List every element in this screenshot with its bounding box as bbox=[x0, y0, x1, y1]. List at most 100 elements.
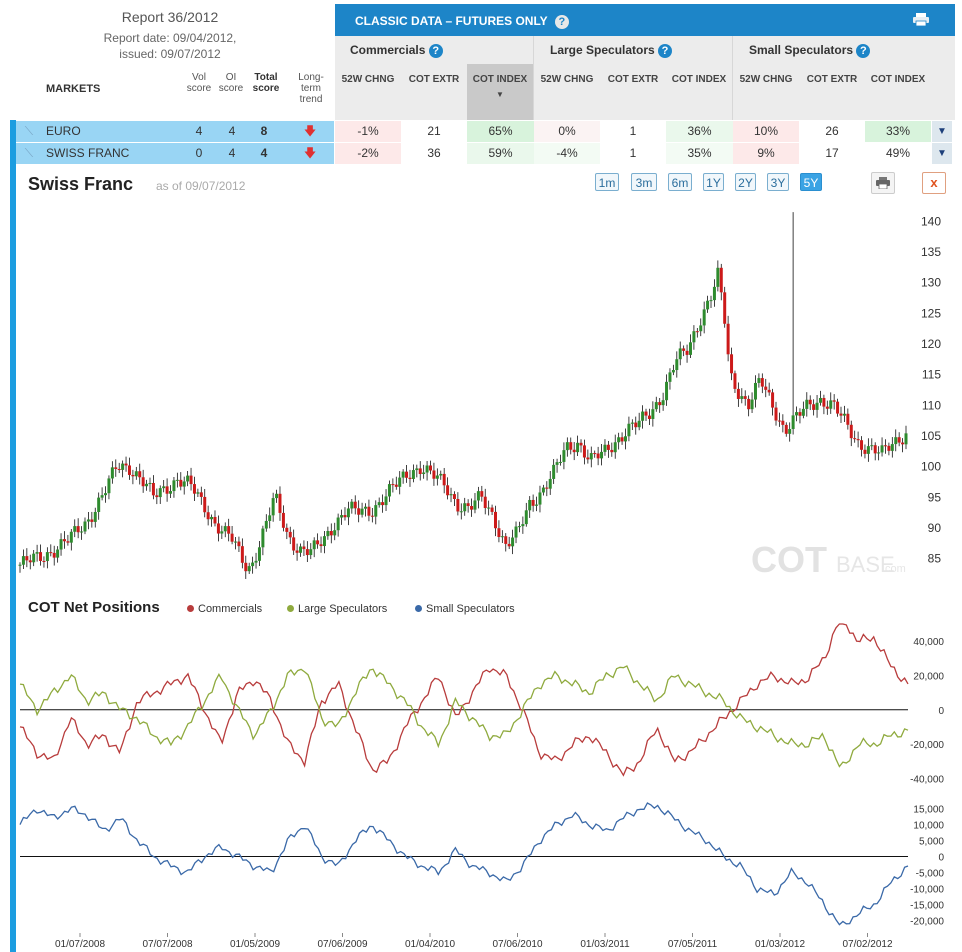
help-icon[interactable]: ? bbox=[554, 15, 569, 29]
selection-bar bbox=[10, 120, 16, 952]
print-icon[interactable] bbox=[913, 13, 929, 27]
candle-body bbox=[726, 323, 730, 355]
expand-down-icon[interactable]: ▼ bbox=[932, 143, 952, 164]
candle-body bbox=[312, 540, 316, 550]
candle-body bbox=[774, 407, 778, 421]
candle-body bbox=[391, 484, 395, 486]
candle-body bbox=[490, 507, 494, 512]
subcol-header[interactable]: COT INDEX bbox=[870, 74, 926, 85]
y-tick-label: 95 bbox=[928, 490, 942, 504]
legend-label: Small Speculators bbox=[426, 603, 515, 615]
subcol-header[interactable]: 52W CHNG bbox=[540, 74, 594, 85]
value-cell: 1 bbox=[629, 124, 637, 138]
vol-score: 4 bbox=[195, 124, 203, 138]
subcol-header[interactable]: COT EXTR bbox=[408, 74, 460, 85]
legend-small-speculators[interactable]: Small Speculators bbox=[415, 603, 515, 615]
candle-body bbox=[456, 498, 460, 512]
range-5y-button[interactable]: 5Y bbox=[800, 173, 822, 191]
range-3y-button[interactable]: 3Y bbox=[767, 173, 789, 191]
range-2y-button[interactable]: 2Y bbox=[735, 173, 756, 191]
y-tick-label: 0 bbox=[938, 853, 944, 864]
y-tick-label: -20,000 bbox=[910, 740, 944, 751]
candle-body bbox=[771, 392, 775, 408]
help-icon[interactable]: ? bbox=[658, 44, 673, 58]
candle-body bbox=[435, 475, 439, 479]
legend-commercials[interactable]: Commercials bbox=[187, 603, 262, 615]
chart-as-of: as of 09/07/2012 bbox=[156, 179, 246, 193]
help-icon[interactable]: ? bbox=[428, 44, 443, 58]
candle-body bbox=[480, 491, 484, 497]
market-row-swiss-franc[interactable]: ⟍ SWISS FRANC 0 4 4 🡇 -2% 36 59% -4% 1 3… bbox=[14, 143, 954, 164]
market-row-left bbox=[14, 121, 334, 142]
expand-down-icon[interactable]: ▼ bbox=[932, 121, 952, 142]
candle-body bbox=[189, 475, 193, 485]
candle-body bbox=[237, 541, 241, 547]
candle-body bbox=[49, 552, 53, 554]
candle-body bbox=[596, 453, 600, 459]
candle-body bbox=[107, 478, 111, 494]
classic-title: CLASSIC DATA – FUTURES ONLY ? bbox=[355, 14, 569, 29]
y-tick-label: -15,000 bbox=[910, 900, 944, 911]
market-name[interactable]: EURO bbox=[46, 124, 81, 138]
candle-body bbox=[528, 499, 532, 511]
range-3m-button[interactable]: 3m bbox=[631, 173, 657, 191]
print-icon bbox=[876, 177, 890, 190]
candle-body bbox=[753, 382, 757, 400]
candle-body bbox=[316, 540, 320, 545]
candle-body bbox=[83, 521, 87, 532]
candle-body bbox=[169, 491, 173, 494]
x-tick-label: 07/06/2010 bbox=[492, 939, 542, 950]
candle-body bbox=[186, 475, 190, 482]
subcol-header[interactable]: COT EXTR bbox=[806, 74, 858, 85]
chart-icon[interactable]: ⟍ bbox=[24, 146, 34, 160]
close-chart-button[interactable]: x bbox=[922, 172, 946, 194]
candle-body bbox=[651, 409, 655, 419]
candle-body bbox=[234, 541, 238, 543]
candle-body bbox=[405, 471, 409, 478]
range-1y-button[interactable]: 1Y bbox=[703, 173, 724, 191]
x-tick-label: 07/06/2009 bbox=[317, 939, 367, 950]
range-1m-button[interactable]: 1m bbox=[595, 173, 619, 191]
help-icon[interactable]: ? bbox=[856, 44, 871, 58]
range-6m-button[interactable]: 6m bbox=[668, 173, 692, 191]
candle-body bbox=[384, 496, 388, 506]
vol-score-header: Vol score bbox=[186, 72, 212, 94]
candle-body bbox=[894, 437, 898, 445]
candle-body bbox=[134, 471, 138, 477]
y-tick-label: 20,000 bbox=[913, 671, 944, 682]
market-row-left bbox=[14, 143, 334, 164]
market-row-euro[interactable]: ⟍ EURO 4 4 8 🡇 -1% 21 65% 0% 1 36% 10% 2… bbox=[14, 121, 954, 142]
candle-body bbox=[261, 528, 265, 548]
candle-body bbox=[124, 463, 128, 466]
candle-body bbox=[572, 449, 576, 453]
candle-body bbox=[100, 495, 104, 498]
candle-body bbox=[849, 424, 853, 439]
subcol-header[interactable]: COT INDEX bbox=[671, 74, 727, 85]
candle-body bbox=[66, 541, 70, 543]
candle-body bbox=[473, 500, 477, 510]
candle-body bbox=[127, 465, 131, 475]
candle-body bbox=[692, 331, 696, 343]
subcol-header-selected[interactable]: COT INDEX ▼ bbox=[467, 64, 533, 120]
candle-body bbox=[117, 468, 121, 470]
y-tick-label: 115 bbox=[922, 368, 941, 382]
candle-body bbox=[695, 331, 699, 333]
candle-body bbox=[487, 507, 491, 509]
candle-body bbox=[682, 348, 686, 351]
y-tick-label: 40,000 bbox=[913, 637, 944, 648]
subcol-header[interactable]: COT EXTR bbox=[607, 74, 659, 85]
subcol-header[interactable]: 52W CHNG bbox=[341, 74, 395, 85]
print-button[interactable] bbox=[871, 172, 895, 194]
candle-body bbox=[524, 510, 528, 525]
chart-icon[interactable]: ⟍ bbox=[24, 124, 34, 138]
classic-data-banner: CLASSIC DATA – FUTURES ONLY ? bbox=[335, 4, 955, 36]
legend-large-speculators[interactable]: Large Speculators bbox=[287, 603, 387, 615]
candle-body bbox=[897, 437, 901, 443]
candle-body bbox=[62, 539, 66, 542]
subcol-header[interactable]: 52W CHNG bbox=[739, 74, 793, 85]
market-name[interactable]: SWISS FRANC bbox=[46, 146, 130, 160]
candle-body bbox=[493, 511, 497, 529]
candle-body bbox=[275, 493, 279, 499]
candle-body bbox=[606, 444, 610, 450]
candle-body bbox=[541, 487, 545, 493]
